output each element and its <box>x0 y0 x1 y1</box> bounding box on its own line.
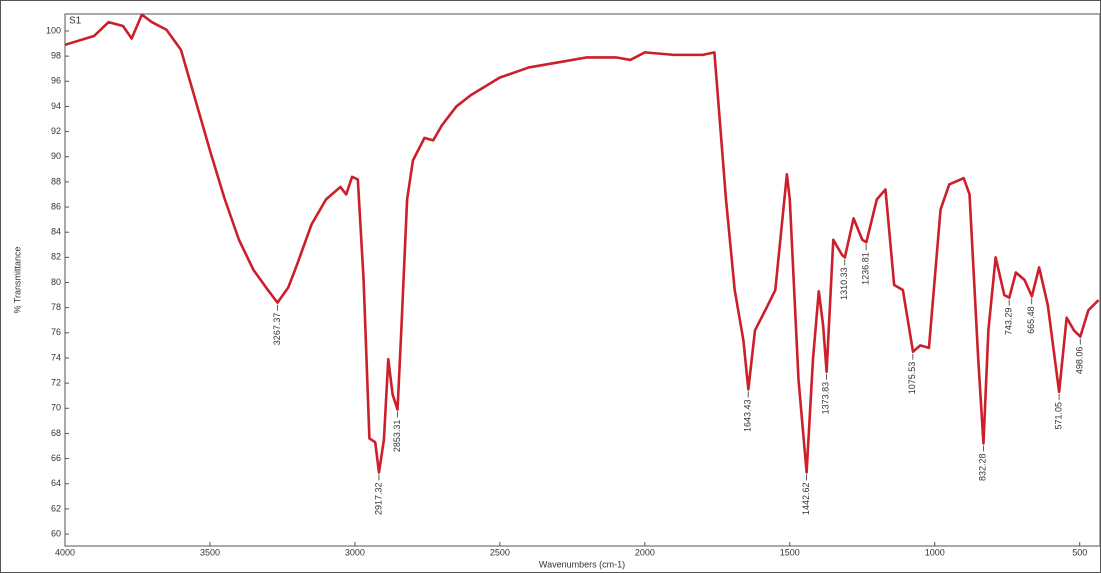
y-tick-label: 72 <box>51 378 61 388</box>
x-tick-label: 2500 <box>490 547 510 557</box>
y-tick-label: 78 <box>51 302 61 312</box>
chart-title: S1 <box>69 16 82 27</box>
x-tick-label: 3000 <box>345 547 365 557</box>
peak-label: 1075.53 <box>907 362 917 395</box>
peak-label: 832.28 <box>978 453 988 481</box>
peak-label: 3267.37 <box>272 313 282 346</box>
y-tick-label: 70 <box>51 403 61 413</box>
y-axis-label: % Transmittance <box>12 246 22 313</box>
y-tick-label: 90 <box>51 151 61 161</box>
peak-label: 1373.83 <box>821 382 831 415</box>
y-tick-label: 68 <box>51 428 61 438</box>
peak-label: 743.29 <box>1004 308 1014 336</box>
y-tick-label: 76 <box>51 327 61 337</box>
y-tick-label: 74 <box>51 352 61 362</box>
spectrum-line <box>64 13 1100 474</box>
plot-frame <box>64 13 1101 547</box>
y-tick-label: 82 <box>51 252 61 262</box>
peak-label: 1442.62 <box>801 482 811 515</box>
x-tick-label: 2000 <box>635 547 655 557</box>
x-tick-label: 1000 <box>925 547 945 557</box>
x-axis-label: Wavenumbers (cm-1) <box>539 559 625 569</box>
y-tick-label: 66 <box>51 453 61 463</box>
peak-label: 2917.32 <box>373 482 383 515</box>
y-tick-label: 64 <box>51 478 61 488</box>
y-tick-label: 96 <box>51 76 61 86</box>
x-tick-label: 4000 <box>55 547 75 557</box>
y-tick-label: 84 <box>51 227 61 237</box>
y-tick-label: 92 <box>51 126 61 136</box>
y-tick-label: 98 <box>51 51 61 61</box>
y-tick-label: 62 <box>51 503 61 513</box>
y-tick-label: 94 <box>51 101 61 111</box>
y-tick-label: 88 <box>51 176 61 186</box>
y-tick-label: 86 <box>51 201 61 211</box>
x-tick-label: 3500 <box>200 547 220 557</box>
peak-label: 2853.31 <box>392 420 402 453</box>
peak-label: 665.48 <box>1026 306 1036 334</box>
y-tick-label: 80 <box>51 277 61 287</box>
peak-label: 571.05 <box>1053 402 1063 430</box>
y-tick-label: 60 <box>51 528 61 538</box>
peak-label: 1236.81 <box>860 252 870 285</box>
peak-label: 1310.33 <box>839 267 849 300</box>
peak-label: 498.06 <box>1075 347 1085 375</box>
x-tick-label: 1500 <box>780 547 800 557</box>
x-tick-label: 500 <box>1072 547 1087 557</box>
peak-label: 1643.43 <box>743 399 753 432</box>
y-tick-label: 100 <box>46 25 61 35</box>
